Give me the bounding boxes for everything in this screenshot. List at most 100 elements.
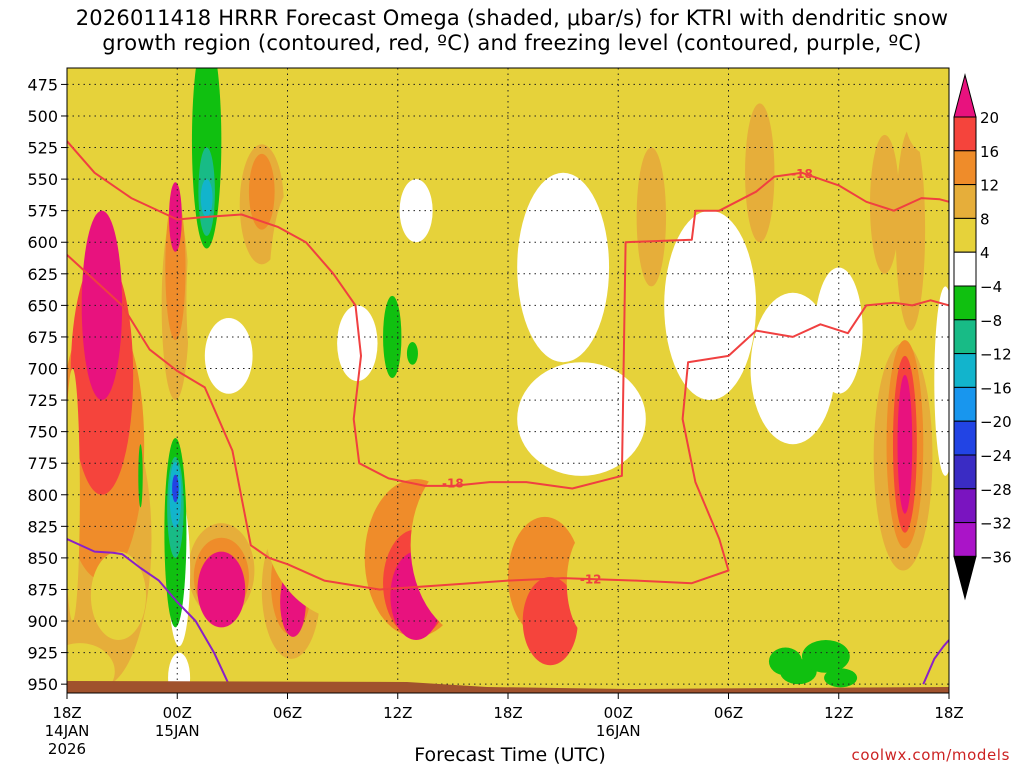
x-tick-date-label: 14JAN	[45, 722, 90, 740]
omega-cell	[204, 318, 253, 394]
omega-cell	[621, 425, 689, 539]
omega-cell	[309, 122, 350, 262]
omega-cell	[200, 179, 213, 217]
x-tick-label: 06Z	[714, 704, 743, 722]
colorbar-label: −36	[980, 548, 1012, 566]
colorbar-bin	[953, 285, 977, 321]
colorbar-label: 8	[980, 210, 990, 228]
y-tick-label: 575	[27, 202, 58, 221]
omega-cell	[895, 128, 926, 331]
colorbar-bin	[953, 251, 977, 287]
omega-cell	[792, 122, 830, 262]
colorbar: 20 16 12 8 4 −4 −8 −12 −16 −20 −24 −28 −32 −36	[953, 73, 1012, 601]
omega-cell	[566, 529, 615, 637]
chart-title-line-2: growth region (contoured, red, ºC) and f…	[102, 31, 922, 55]
colorbar-bin	[953, 150, 977, 186]
x-tick-label: 18Z	[52, 704, 81, 722]
colorbar-label: −4	[980, 278, 1002, 296]
x-tick-label: 12Z	[383, 704, 412, 722]
y-tick-label: 550	[27, 170, 58, 189]
colorbar-bin	[953, 488, 977, 524]
omega-cell	[745, 103, 775, 243]
omega-cell	[869, 134, 900, 274]
omega-cell	[934, 286, 949, 476]
colorbar-bin	[953, 353, 977, 388]
colorbar-label: 4	[980, 244, 990, 262]
colorbar-bin	[953, 454, 977, 490]
omega-cell	[168, 182, 182, 252]
colorbar-label: −20	[980, 413, 1012, 431]
x-tick-label: 00Z	[604, 704, 633, 722]
x-tick-label: 12Z	[824, 704, 853, 722]
y-tick-label: 700	[27, 360, 58, 379]
omega-cell	[824, 668, 858, 688]
colorbar-label: −32	[980, 515, 1012, 533]
terrain-strip	[67, 681, 949, 693]
colorbar-bin	[953, 217, 977, 253]
omega-cell	[671, 393, 731, 495]
freezing-level-right-contour	[922, 639, 949, 685]
omega-cell	[517, 362, 646, 476]
y-tick-label: 775	[27, 454, 58, 473]
colorbar-bin	[953, 420, 977, 456]
contour-label: -18	[442, 476, 464, 490]
y-tick-label: 725	[27, 391, 58, 410]
colorbar-bin	[953, 116, 977, 152]
omega-cell	[67, 643, 115, 693]
contour-label: -12	[580, 572, 602, 586]
freezing-level-contour	[67, 538, 230, 685]
omega-cell	[168, 652, 191, 693]
omega-cell	[517, 172, 610, 363]
y-tick-label: 525	[27, 139, 58, 158]
omega-cell	[337, 305, 378, 382]
y-tick-label: 825	[27, 517, 58, 536]
y-tick-label: 900	[27, 612, 58, 631]
y-tick-label: 625	[27, 265, 58, 284]
omega-cell	[269, 188, 317, 397]
omega-cell	[81, 210, 123, 401]
y-tick-label: 750	[27, 423, 58, 442]
colorbar-label: 20	[980, 109, 999, 127]
colorbar-top-arrow	[953, 73, 977, 118]
colorbar-label: −16	[980, 379, 1012, 397]
x-tick-label: 18Z	[934, 704, 963, 722]
y-tick-label: 875	[27, 580, 58, 599]
omega-cell	[406, 341, 418, 365]
source-credit: coolwx.com/models	[851, 746, 1010, 764]
colorbar-label: −28	[980, 481, 1012, 499]
omega-cell	[750, 292, 836, 445]
colorbar-bottom-arrow	[953, 555, 977, 601]
colorbar-label: −12	[980, 346, 1012, 364]
y-tick-label: 800	[27, 486, 58, 505]
colorbar-bin	[953, 386, 977, 422]
omega-cell	[67, 90, 80, 167]
y-tick-label: 650	[27, 296, 58, 315]
colorbar-label: −8	[980, 312, 1002, 330]
dgz-minus18-contour	[67, 254, 949, 591]
colorbar-bin	[953, 522, 977, 557]
omega-cell	[904, 78, 949, 154]
chart-title-line-1: 2026011418 HRRR Forecast Omega (shaded, …	[75, 6, 949, 30]
omega-cell	[673, 100, 711, 233]
y-tick-label: 600	[27, 233, 58, 252]
y-tick-label: 950	[27, 675, 58, 694]
omega-cell	[399, 179, 433, 243]
y-tick-label: 925	[27, 644, 58, 663]
omega-cell	[802, 639, 850, 673]
x-tick-label: 18Z	[493, 704, 522, 722]
colorbar-bin	[953, 184, 977, 219]
omega-cell	[636, 147, 667, 287]
colorbar-bin	[953, 319, 977, 355]
omega-cell	[522, 576, 578, 666]
y-tick-label: 475	[27, 75, 58, 94]
terrain	[67, 681, 949, 693]
temperature-contours: -18 -18 -12	[67, 140, 949, 685]
omega-shading	[67, 68, 949, 693]
y-tick-label: 500	[27, 107, 58, 126]
gridlines	[67, 68, 949, 693]
colorbar-label: −24	[980, 447, 1012, 465]
omega-cell	[138, 444, 143, 508]
colorbar-label: 12	[980, 177, 999, 195]
x-axis-label: Forecast Time (UTC)	[414, 744, 606, 766]
